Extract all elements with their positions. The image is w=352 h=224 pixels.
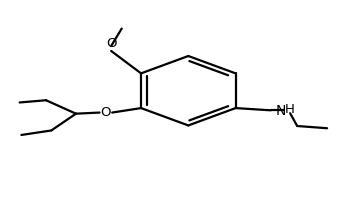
Text: O: O bbox=[106, 37, 117, 50]
Text: N: N bbox=[276, 104, 286, 118]
Text: O: O bbox=[101, 106, 111, 119]
Text: H: H bbox=[285, 103, 295, 116]
